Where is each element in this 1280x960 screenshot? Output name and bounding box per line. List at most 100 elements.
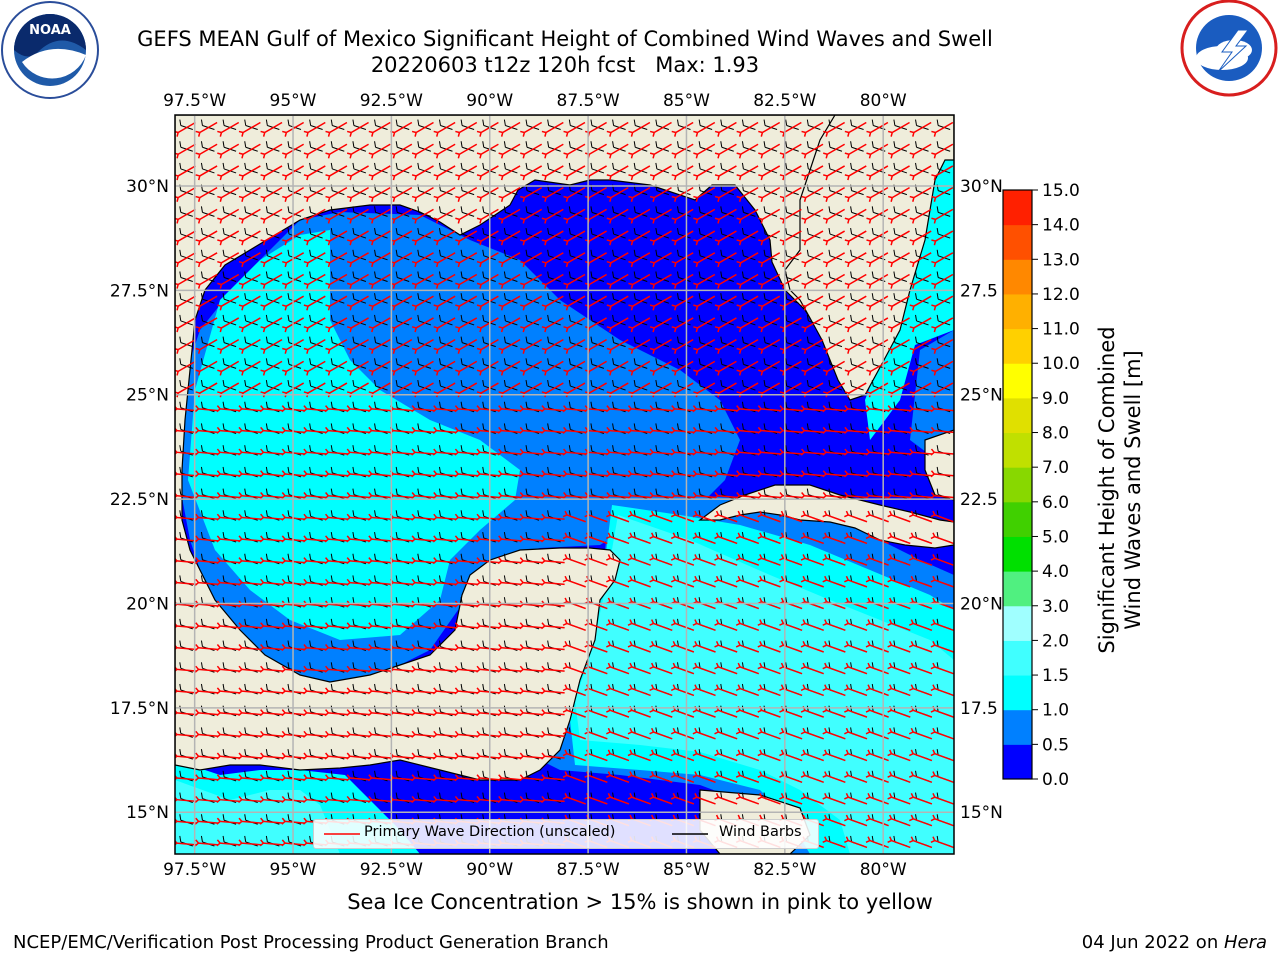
wave-direction-arrow [869, 666, 889, 675]
wave-arrow-head [303, 239, 309, 246]
wind-barb-flag [460, 575, 463, 582]
wave-direction-arrow [306, 494, 327, 499]
wave-arrow-head [692, 426, 697, 434]
wave-arrow-head [887, 836, 893, 844]
wave-direction-arrow [350, 121, 369, 134]
wind-barb-flag [309, 640, 312, 647]
wave-direction-arrow [653, 295, 672, 307]
wave-arrow-head [801, 152, 807, 159]
wave-direction-arrow [437, 360, 456, 372]
wind-barb-flag [352, 423, 355, 430]
wind-barb-flag [655, 401, 658, 408]
wind-barb-flag [547, 792, 550, 799]
wave-arrow-head [281, 470, 286, 478]
wind-barb-flag [785, 249, 788, 256]
wave-arrow-head [260, 130, 266, 137]
wind-barb-flag [287, 749, 290, 756]
wave-direction-arrow [242, 187, 261, 199]
wind-barb-flag [374, 618, 377, 625]
wind-barb-flag [828, 314, 831, 322]
wave-direction-arrow [414, 560, 435, 564]
wave-arrow-head [194, 405, 200, 413]
wave-arrow-head [627, 641, 633, 648]
wave-direction-arrow [329, 230, 348, 242]
wave-arrow-head [476, 217, 482, 224]
wave-direction-arrow [437, 317, 456, 329]
wave-arrow-head [757, 575, 763, 583]
wind-barb-flag [785, 271, 788, 278]
wind-barb-flag [871, 249, 874, 256]
lon-tick-label: 95°W [270, 860, 317, 880]
wave-direction-arrow [783, 360, 802, 372]
wave-arrow-head [194, 557, 200, 565]
wave-direction-arrow [263, 712, 284, 716]
wave-direction-arrow [566, 731, 586, 740]
wave-arrow-head [216, 709, 221, 717]
wave-arrow-head [238, 426, 243, 434]
wave-direction-arrow [870, 295, 889, 307]
wave-arrow-head [433, 217, 439, 224]
wave-direction-arrow [328, 733, 349, 738]
wave-arrow-head [844, 347, 850, 354]
wind-barb-flag [244, 792, 247, 799]
wind-barb-flag [763, 162, 766, 170]
wave-arrow-head [693, 369, 699, 376]
wind-barb-flag [936, 162, 939, 170]
wave-arrow-head [282, 326, 288, 333]
wave-arrow-head [779, 195, 785, 202]
wave-direction-arrow [329, 317, 348, 329]
wave-direction-arrow [436, 408, 457, 412]
wind-barb-flag [352, 293, 355, 300]
wind-barb-flag [677, 488, 679, 495]
wind-barb-flag [460, 662, 463, 669]
wave-arrow-head [367, 405, 373, 413]
wind-barb-flag [612, 141, 615, 148]
wave-arrow-head [411, 643, 416, 652]
wind-barb-flag [222, 336, 225, 343]
wind-barb-flag [330, 683, 333, 691]
wind-barb-flag [330, 597, 333, 604]
wind-barb-flag [482, 293, 485, 300]
wave-arrow-head [865, 662, 871, 670]
wind-barb-flag [222, 488, 225, 495]
wave-arrow-head [302, 513, 308, 521]
wind-barb-flag [330, 792, 333, 799]
wave-arrow-head [497, 709, 502, 717]
wave-direction-arrow [805, 230, 824, 242]
wave-direction-arrow [502, 338, 521, 351]
wind-barb-flag [503, 792, 506, 799]
colorbar-tick-label: 5.0 [1042, 527, 1069, 547]
wind-barb-flag [763, 379, 766, 387]
wave-direction-arrow [307, 338, 326, 351]
map-frame [174, 114, 955, 855]
wave-direction-arrow [371, 668, 392, 672]
wave-direction-arrow [717, 494, 738, 499]
wave-arrow-head [194, 470, 200, 478]
wave-arrow-head [931, 195, 937, 202]
wave-direction-arrow [176, 820, 197, 824]
wave-arrow-head [693, 260, 699, 268]
wind-barb-flag [222, 162, 225, 170]
wave-arrow-head [259, 535, 264, 543]
wave-arrow-head [563, 369, 569, 376]
wave-arrow-head [822, 532, 828, 540]
wave-direction-arrow [522, 581, 544, 586]
colorbar-tick-label: 3.0 [1042, 597, 1069, 617]
wind-barb-flag [633, 488, 636, 495]
wave-direction-arrow [870, 273, 889, 286]
wave-arrow-head [822, 426, 827, 434]
wave-direction-arrow [350, 230, 369, 242]
wave-direction-arrow [264, 273, 283, 286]
wave-direction-arrow [847, 557, 868, 566]
lat-tick-label: 30°N [960, 177, 1003, 197]
wave-arrow-head [346, 426, 351, 434]
wave-arrow-head [194, 513, 200, 521]
wind-barb-flag [287, 336, 290, 343]
wind-barb-flag [417, 227, 420, 235]
wind-barb-flag [309, 814, 312, 821]
wave-arrow-head [498, 260, 504, 268]
wave-direction-arrow [415, 382, 434, 394]
wind-barb-flag [633, 401, 636, 408]
wave-arrow-head [627, 684, 633, 692]
colorbar-tick-label: 4.0 [1042, 562, 1069, 582]
